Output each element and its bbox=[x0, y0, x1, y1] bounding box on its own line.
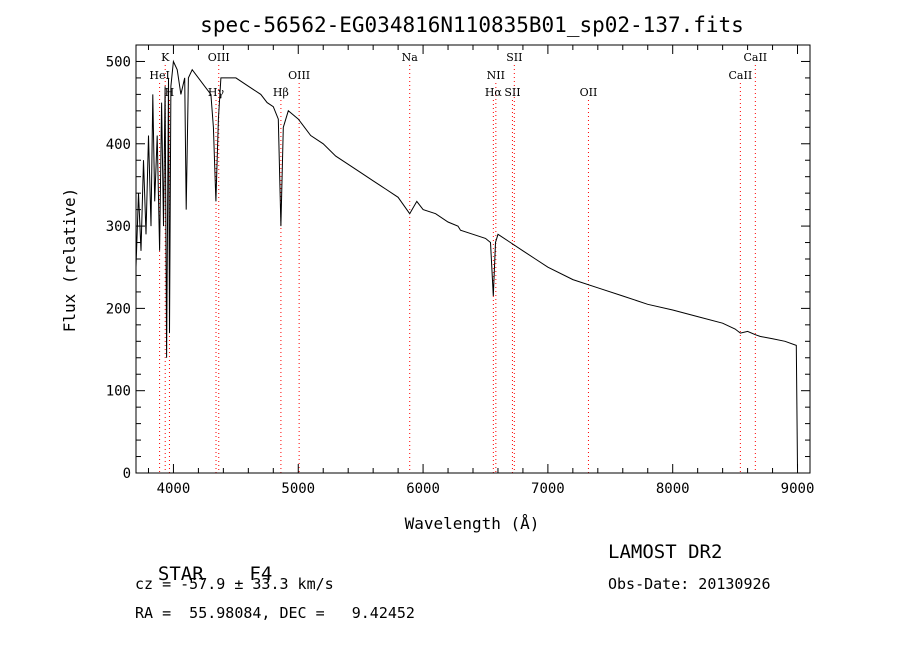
y-tick-label-2: 200 bbox=[106, 301, 131, 317]
chart-title: spec-56562-EG034816N110835B01_sp02-137.f… bbox=[200, 13, 744, 37]
x-tick-label-3: 7000 bbox=[531, 481, 565, 497]
class-label: STAR bbox=[157, 563, 204, 585]
survey-name: LAMOST DR2 bbox=[608, 541, 723, 563]
marker-label-3: OIII bbox=[208, 51, 230, 64]
marker-label-1: HeI bbox=[149, 69, 169, 82]
marker-label-13: CaII bbox=[743, 51, 767, 64]
y-tick-label-4: 400 bbox=[106, 137, 131, 153]
object-class: STAR F4 bbox=[135, 541, 272, 585]
marker-label-8: SII bbox=[506, 51, 522, 64]
marker-label-9: NII bbox=[487, 69, 505, 82]
x-axis: 4000 5000 6000 7000 8000 9000 bbox=[147, 45, 815, 497]
marker-label-7: Na bbox=[402, 51, 419, 64]
y-tick-label-1: 100 bbox=[106, 384, 131, 400]
marker-label-0: K bbox=[161, 51, 170, 64]
y-tick-label-0: 0 bbox=[123, 466, 131, 482]
redshift-velocity: cz = -57.9 ± 33.3 km/s bbox=[135, 575, 334, 593]
observation-date: Obs-Date: 20130926 bbox=[608, 575, 771, 593]
x-tick-label-2: 6000 bbox=[406, 481, 440, 497]
plot-frame bbox=[135, 44, 811, 474]
marker-label-4: Hγ bbox=[208, 86, 225, 99]
marker-label-11: SII bbox=[504, 86, 520, 99]
marker-label-12: OII bbox=[580, 86, 598, 99]
x-tick-label-5: 9000 bbox=[781, 481, 815, 497]
sky-coordinates: RA = 55.98084, DEC = 9.42452 bbox=[135, 604, 415, 622]
emission-line-markers bbox=[159, 65, 756, 473]
y-axis-label: Flux (relative) bbox=[60, 188, 79, 333]
y-axis: 0 100 200 300 400 500 bbox=[106, 44, 810, 482]
spectrum-line bbox=[135, 59, 798, 469]
subclass-label: F4 bbox=[249, 563, 273, 585]
x-tick-label-1: 5000 bbox=[281, 481, 315, 497]
marker-label-6: OIII bbox=[288, 69, 310, 82]
marker-label-10: Hα bbox=[485, 86, 503, 99]
y-tick-label-5: 500 bbox=[106, 54, 131, 70]
marker-label-5: Hβ bbox=[273, 86, 289, 99]
x-tick-label-4: 8000 bbox=[656, 481, 690, 497]
y-tick-label-3: 300 bbox=[106, 219, 131, 235]
spectrum-chart: spec-56562-EG034816N110835B01_sp02-137.f… bbox=[60, 13, 815, 533]
x-axis-label: Wavelength (Å) bbox=[405, 514, 540, 533]
marker-label-2: H bbox=[165, 86, 175, 99]
marker-label-14: CaII bbox=[729, 69, 753, 82]
x-tick-label-0: 4000 bbox=[157, 481, 191, 497]
